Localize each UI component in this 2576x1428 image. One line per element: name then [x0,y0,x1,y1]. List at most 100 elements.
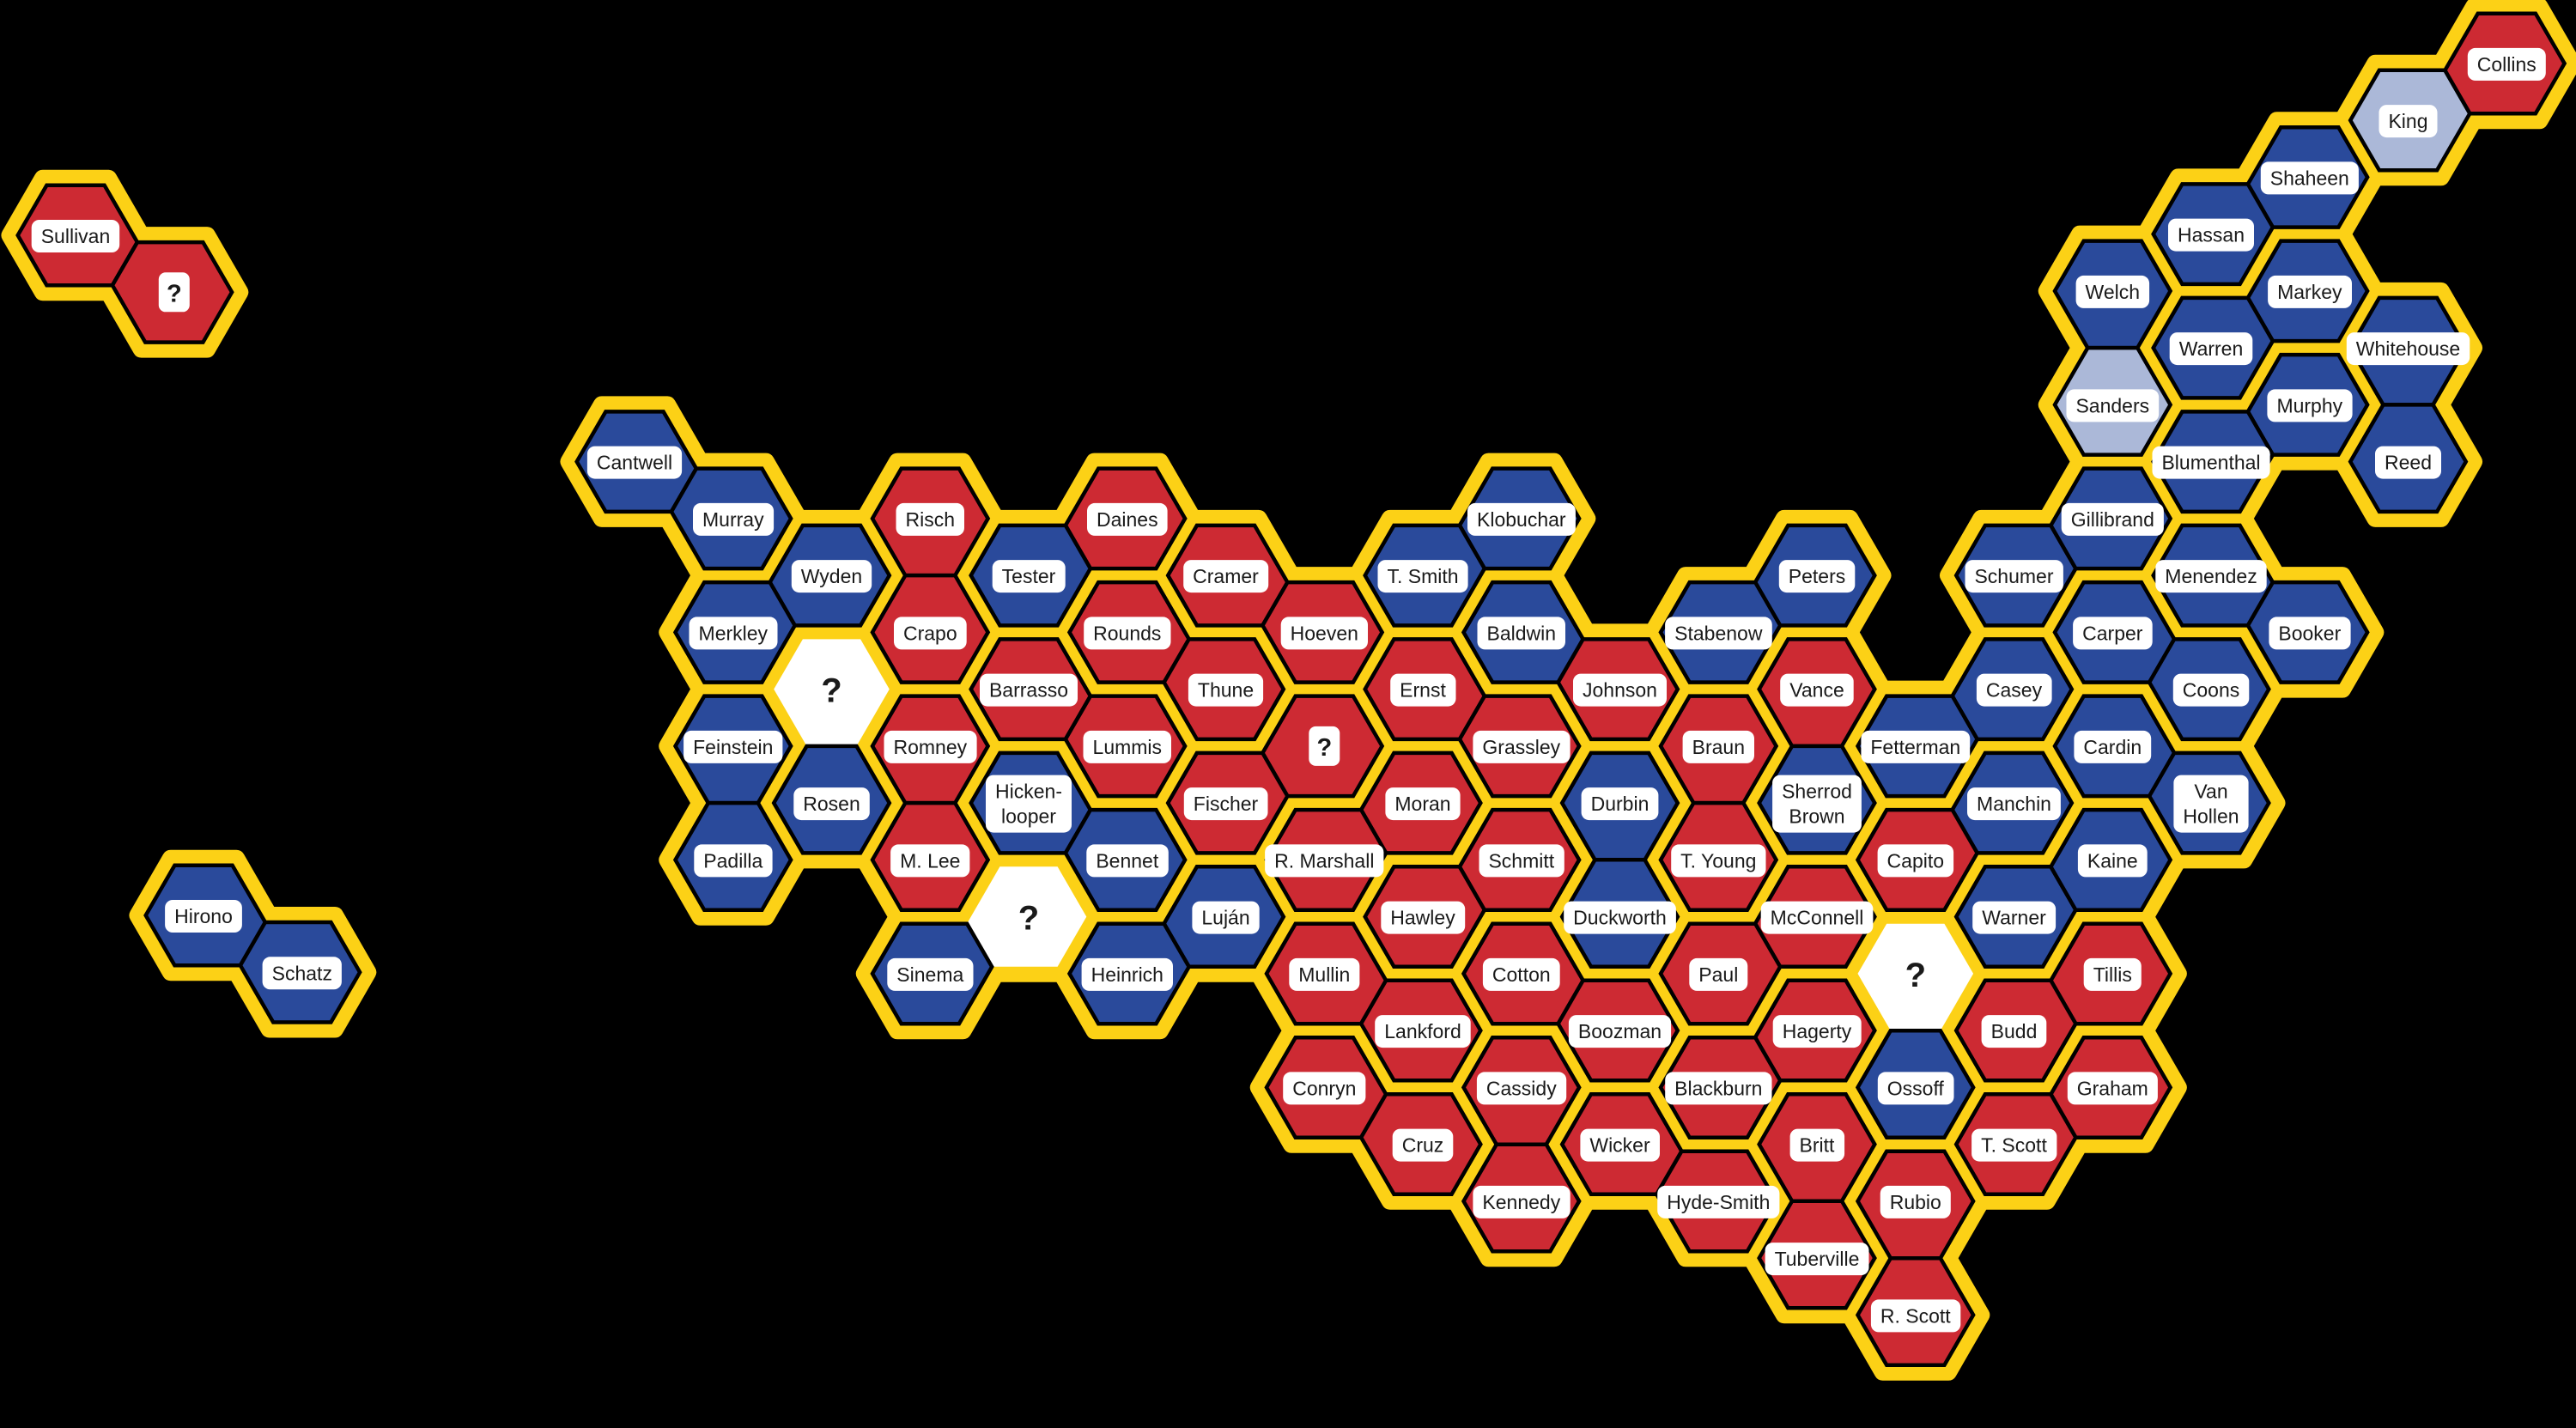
senator-name: Risch [906,508,956,531]
hex-collins-label: Collins [2467,47,2546,81]
hex-lujan-label: Luján [1192,901,1260,934]
senator-name: Rounds [1093,622,1161,644]
hex-ne-unknown-label: ? [1309,726,1340,766]
label-box [894,617,967,650]
hex-booker-label: Booker [2269,617,2351,650]
hex-king-label: King [2379,105,2438,138]
label-box [1086,844,1169,878]
senator-name: Capito [1887,849,1944,872]
senator-name: Blackburn [1674,1077,1762,1099]
senator-name: Vance [1789,679,1844,702]
label-box [2066,389,2160,422]
hex-az-unknown [967,866,1087,967]
label-box [1580,1128,1660,1162]
hex-ga-unknown-label: ? [1905,957,1926,994]
label-box [1665,617,1772,650]
label-box [1192,901,1260,934]
senator-name: M. Lee [900,849,960,872]
hex-daines-label: Daines [1087,502,1168,536]
hex-warren-label: Warren [2169,332,2253,366]
senator-name: Lummis [1093,736,1163,758]
hex-kaine-label: Kaine [2077,844,2148,878]
label-box [2067,1072,2158,1105]
hex-tuberville-label: Tuberville [1765,1243,1869,1276]
senator-name: Warner [1982,907,2046,929]
senator-name: Schmitt [1488,849,1554,872]
hex-rosen-label: Rosen [793,787,870,821]
label-box [262,957,342,990]
hex-duckworth-label: Duckworth [1564,901,1676,934]
senator-name: Manchin [1977,793,2051,815]
label-box [2375,446,2441,479]
label-box [1473,730,1571,763]
label-box [986,775,1072,833]
label-box [1778,560,1856,593]
hex-paul-label: Paul [1689,957,1748,991]
hex-hagerty-label: Hagerty [1772,1015,1862,1048]
hex-bennet-label: Bennet [1086,844,1169,878]
hex-markey-label: Markey [2268,275,2352,308]
senator-name: Warren [2179,337,2244,360]
hex-ga-unknown [1857,923,1974,1031]
hex-tester-label: Tester [992,560,1066,593]
label-box [1568,1015,1672,1048]
hex-welch-label: Welch [2075,275,2150,308]
label-box [2074,730,2152,763]
senator-name: Menendez [2165,565,2257,587]
senator-name: Schumer [1974,565,2053,587]
senator-name: Feinstein [693,736,773,758]
hex-rounds-label: Rounds [1084,617,1171,650]
senator-name: Tester [1002,565,1056,587]
hex-t-scott-label: T. Scott [1971,1128,2057,1162]
senator-name: Booker [2278,622,2341,644]
label-box [2268,275,2352,308]
hex-baldwin-label: Baldwin [1477,617,1565,650]
label-box [1971,1128,2057,1162]
label-box [165,900,242,933]
label-box [2083,957,2142,991]
senator-name: Heinrich [1091,963,1163,986]
label-box [2267,389,2353,422]
label-box [2379,105,2438,138]
senator-name: Sullivan [41,225,111,247]
label-box [1081,957,1173,991]
label-box [1581,787,1659,821]
label-box [887,957,974,991]
label-box [158,272,190,313]
hex-crapo-label: Crapo [894,617,967,650]
question-mark: ? [1018,900,1039,938]
label-box [1765,1243,1869,1276]
senator-name: Daines [1097,508,1158,531]
senator-name: Merkley [699,622,769,644]
senator-name: King [2388,110,2427,132]
senator-name: Ossoff [1887,1077,1945,1099]
hex-casey-label: Casey [1976,673,2052,707]
hex-mullin-label: Mullin [1289,957,1360,991]
senator-name: Hoeven [1291,622,1358,644]
senator-name: Cramer [1193,565,1259,587]
hex-vance-label: Vance [1780,673,1854,707]
hex-tillis-label: Tillis [2083,957,2142,991]
label-box [791,560,872,593]
label-box [2269,617,2351,650]
senator-name: Braun [1692,736,1745,758]
senator-name: Luján [1201,907,1249,929]
hex-barrasso-label: Barrasso [980,673,1078,707]
senator-name: Gillibrand [2071,508,2154,531]
senator-name: Rubio [1890,1191,1941,1213]
hex-r-marshall-label: R. Marshall [1265,844,1384,878]
senator-name: Tuberville [1775,1248,1860,1270]
hex-lummis-label: Lummis [1083,730,1171,763]
label-box [884,730,977,763]
senator-name: Hirono [174,905,233,927]
senator-name: Barrasso [989,679,1068,702]
hex-blackburn-label: Blackburn [1665,1072,1772,1105]
hex-boozman-label: Boozman [1568,1015,1672,1048]
senator-name: Casey [1986,679,2043,702]
hex-cassidy-label: Cassidy [1476,1072,1567,1105]
hex-hyde-smith-label: Hyde-Smith [1657,1185,1780,1218]
senator-name: McConnell [1771,907,1864,929]
label-box [1084,617,1171,650]
senator-name: Mullin [1298,963,1350,986]
label-box [1083,730,1171,763]
